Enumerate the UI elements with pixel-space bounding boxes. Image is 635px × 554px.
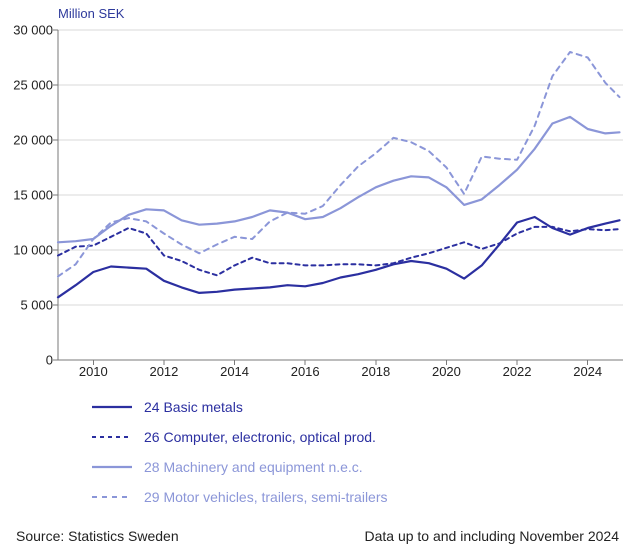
x-tick-label: 2024 <box>573 364 602 379</box>
legend-item: 28 Machinery and equipment n.e.c. <box>90 452 388 482</box>
chart-plot <box>58 30 623 360</box>
legend-item: 26 Computer, electronic, optical prod. <box>90 422 388 452</box>
y-tick-label: 30 000 <box>3 23 53 38</box>
y-tick-label: 0 <box>3 353 53 368</box>
y-tick-label: 20 000 <box>3 133 53 148</box>
series-s24 <box>58 217 619 297</box>
legend-label: 29 Motor vehicles, trailers, semi-traile… <box>144 489 388 505</box>
legend: 24 Basic metals 26 Computer, electronic, … <box>90 392 388 512</box>
y-tick-label: 15 000 <box>3 188 53 203</box>
y-axis-title: Million SEK <box>58 6 124 21</box>
legend-label: 28 Machinery and equipment n.e.c. <box>144 459 363 475</box>
legend-label: 26 Computer, electronic, optical prod. <box>144 429 376 445</box>
legend-item: 29 Motor vehicles, trailers, semi-traile… <box>90 482 388 512</box>
source-text: Source: Statistics Sweden <box>16 528 179 544</box>
series-s29 <box>58 52 619 276</box>
x-tick-label: 2010 <box>79 364 108 379</box>
chart-container: Million SEK 0 5 000 10 000 15 000 20 000 25 0… <box>0 0 635 554</box>
y-tick-label: 25 000 <box>3 78 53 93</box>
x-tick-label: 2012 <box>149 364 178 379</box>
date-range-text: Data up to and including November 2024 <box>364 528 619 544</box>
x-tick-label: 2020 <box>432 364 461 379</box>
legend-swatch <box>90 397 134 417</box>
x-tick-label: 2022 <box>503 364 532 379</box>
x-tick-label: 2014 <box>220 364 249 379</box>
x-tick-label: 2016 <box>291 364 320 379</box>
legend-item: 24 Basic metals <box>90 392 388 422</box>
y-tick-label: 10 000 <box>3 243 53 258</box>
legend-label: 24 Basic metals <box>144 399 243 415</box>
x-tick-label: 2018 <box>361 364 390 379</box>
y-tick-label: 5 000 <box>3 298 53 313</box>
legend-swatch <box>90 427 134 447</box>
legend-swatch <box>90 457 134 477</box>
chart-footer: Source: Statistics Sweden Data up to and… <box>16 528 619 544</box>
legend-swatch <box>90 487 134 507</box>
series-s28 <box>58 117 619 242</box>
